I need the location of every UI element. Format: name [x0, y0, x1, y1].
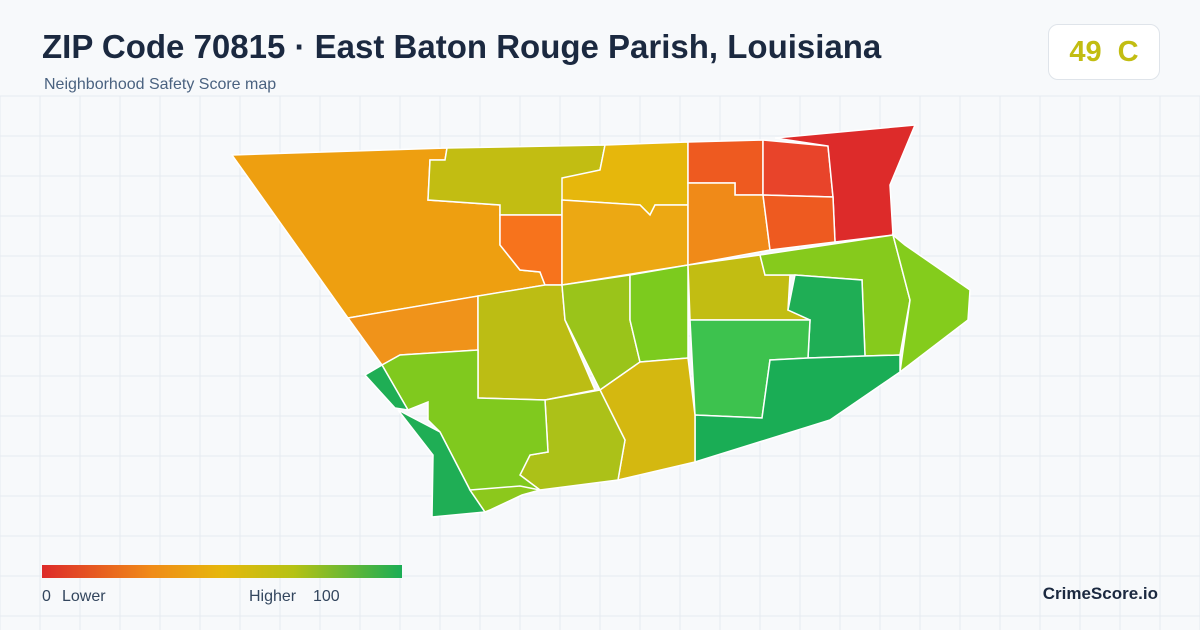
title: ZIP Code 70815 · East Baton Rouge Parish…: [42, 28, 882, 65]
legend-max: 100: [313, 588, 340, 605]
score-value: 49: [1069, 35, 1102, 68]
area: [891, 232, 971, 374]
legend-gradient: [42, 565, 402, 578]
area: [762, 194, 836, 251]
area: [687, 182, 771, 266]
legend-max-label: Higher: [249, 588, 297, 605]
area: [629, 264, 689, 363]
brand: CrimeScore.io: [1042, 584, 1158, 603]
area: [774, 124, 917, 243]
score-grade: C: [1117, 35, 1139, 68]
area: [762, 139, 834, 198]
score-badge: 49 C: [1048, 24, 1160, 80]
area: [694, 354, 901, 464]
subtitle: Neighborhood Safety Score map: [44, 76, 277, 93]
area: [468, 485, 541, 513]
legend-min: 0: [42, 588, 51, 605]
legend-min-label: Lower: [62, 588, 106, 605]
area: [363, 363, 410, 411]
